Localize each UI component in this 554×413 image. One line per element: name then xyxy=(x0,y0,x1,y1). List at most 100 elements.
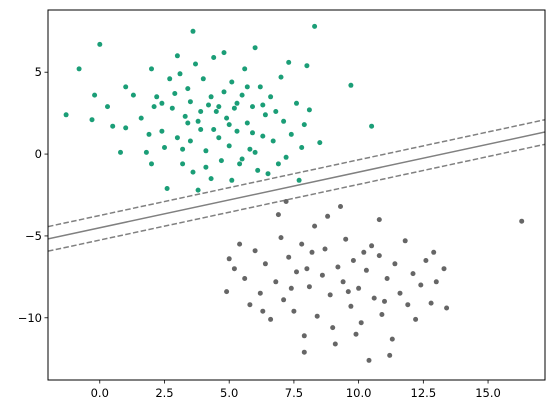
y-axis: 5 0 −5 −10 xyxy=(18,65,48,325)
data-point-class-a xyxy=(203,164,209,170)
data-point-class-a xyxy=(260,102,266,108)
data-point-class-a xyxy=(213,109,219,114)
data-point-class-a xyxy=(231,105,237,111)
data-point-class-a xyxy=(211,127,217,132)
data-point-class-a xyxy=(105,104,110,110)
data-point-class-b xyxy=(301,333,307,339)
data-point-class-b xyxy=(304,266,310,272)
margin-lower-line xyxy=(48,143,545,252)
data-point-class-b xyxy=(281,297,287,303)
data-point-class-b xyxy=(361,249,367,255)
data-point-class-a xyxy=(237,161,243,167)
data-point-class-a xyxy=(369,123,375,129)
data-point-class-a xyxy=(187,138,193,144)
data-point-class-a xyxy=(244,84,250,90)
data-point-class-b xyxy=(369,243,375,249)
data-point-class-b xyxy=(275,212,281,218)
data-point-class-a xyxy=(195,118,201,124)
data-point-class-a xyxy=(123,84,129,90)
margin-upper-line xyxy=(48,118,545,228)
data-point-class-a xyxy=(198,127,204,132)
y-tick-label: −5 xyxy=(25,229,42,243)
data-point-class-b xyxy=(322,246,328,252)
data-point-class-b xyxy=(247,302,253,308)
data-point-class-b xyxy=(286,254,292,260)
data-point-class-a xyxy=(226,122,232,128)
data-point-class-a xyxy=(172,91,178,96)
data-point-class-a xyxy=(234,128,240,134)
data-point-class-b xyxy=(330,325,336,331)
data-point-class-a xyxy=(130,92,136,98)
data-point-class-a xyxy=(169,105,175,111)
data-point-class-b xyxy=(294,269,299,275)
data-point-class-b xyxy=(382,298,387,304)
data-point-class-a xyxy=(211,55,217,60)
data-point-class-a xyxy=(239,92,245,98)
data-point-class-b xyxy=(252,248,258,254)
data-point-class-a xyxy=(149,66,154,72)
data-point-class-a xyxy=(76,66,82,72)
data-point-class-a xyxy=(299,145,305,150)
data-point-class-a xyxy=(226,143,232,149)
data-point-class-a xyxy=(247,146,253,152)
x-tick-label: 2.5 xyxy=(155,386,173,400)
plot-frame xyxy=(47,9,546,381)
data-point-class-b xyxy=(358,320,364,326)
data-point-class-a xyxy=(275,161,281,167)
x-tick-label: 7.5 xyxy=(285,386,303,400)
x-tick-label: 15.0 xyxy=(475,386,501,400)
data-point-class-a xyxy=(167,76,173,82)
data-point-class-b xyxy=(268,316,274,322)
data-point-class-a xyxy=(242,66,248,72)
data-point-class-a xyxy=(193,61,198,67)
data-point-class-b xyxy=(319,272,325,278)
data-point-class-b xyxy=(283,199,289,204)
data-point-class-a xyxy=(286,59,292,65)
data-point-class-a xyxy=(278,74,284,80)
data-point-class-a xyxy=(234,100,240,106)
data-point-class-b xyxy=(371,295,377,301)
data-point-class-a xyxy=(262,112,268,118)
data-point-class-b xyxy=(428,300,434,306)
data-point-class-a xyxy=(224,115,230,121)
data-point-class-b xyxy=(343,236,349,242)
scatter-points xyxy=(63,23,525,363)
data-point-class-b xyxy=(356,285,362,291)
boundary-line xyxy=(48,131,545,240)
data-point-class-b xyxy=(312,223,318,229)
data-point-class-b xyxy=(314,313,320,319)
data-point-class-b xyxy=(431,249,437,255)
data-point-class-b xyxy=(441,266,447,272)
data-point-class-b xyxy=(327,292,333,298)
data-point-class-a xyxy=(257,84,263,90)
decision-boundary-lines xyxy=(48,118,545,252)
data-point-class-b xyxy=(363,267,369,273)
data-point-class-b xyxy=(379,312,385,317)
data-point-class-a xyxy=(252,45,258,51)
data-point-class-b xyxy=(444,305,450,311)
data-point-class-a xyxy=(301,122,307,128)
data-point-class-a xyxy=(208,176,214,182)
data-point-class-a xyxy=(190,28,196,34)
data-point-class-b xyxy=(257,290,263,296)
data-point-class-a xyxy=(306,107,312,113)
data-point-class-b xyxy=(309,249,315,255)
data-point-class-b xyxy=(402,238,408,244)
data-point-class-a xyxy=(255,167,261,173)
data-point-class-b xyxy=(306,284,312,290)
data-point-class-a xyxy=(218,158,224,164)
y-tick-label: 5 xyxy=(35,65,42,79)
x-tick-label: 5.0 xyxy=(220,386,238,400)
data-point-class-a xyxy=(208,94,214,100)
data-point-class-a xyxy=(89,117,95,123)
data-point-class-a xyxy=(174,135,180,141)
data-point-class-b xyxy=(366,357,372,363)
data-point-class-a xyxy=(239,156,245,162)
data-point-class-a xyxy=(143,149,149,155)
data-point-class-a xyxy=(190,169,196,175)
data-point-class-b xyxy=(410,271,416,277)
data-point-class-b xyxy=(332,341,338,347)
data-point-class-b xyxy=(335,264,341,270)
data-point-class-a xyxy=(265,171,271,177)
